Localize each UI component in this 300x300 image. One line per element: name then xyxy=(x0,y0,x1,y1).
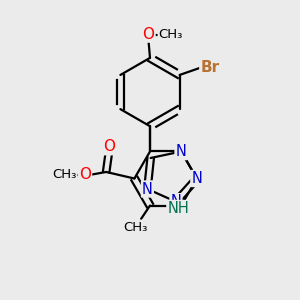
Text: N: N xyxy=(176,144,187,159)
Text: CH₃: CH₃ xyxy=(123,221,147,234)
Text: N: N xyxy=(191,171,202,186)
Text: O: O xyxy=(103,139,115,154)
Text: NH: NH xyxy=(167,201,189,216)
Text: O: O xyxy=(142,27,154,42)
Text: N: N xyxy=(176,144,187,159)
Text: CH₃: CH₃ xyxy=(159,28,183,40)
Text: N: N xyxy=(170,194,182,209)
Text: Br: Br xyxy=(200,60,220,75)
Text: O: O xyxy=(79,167,91,182)
Text: CH₃: CH₃ xyxy=(52,168,76,182)
Text: N: N xyxy=(142,182,153,196)
